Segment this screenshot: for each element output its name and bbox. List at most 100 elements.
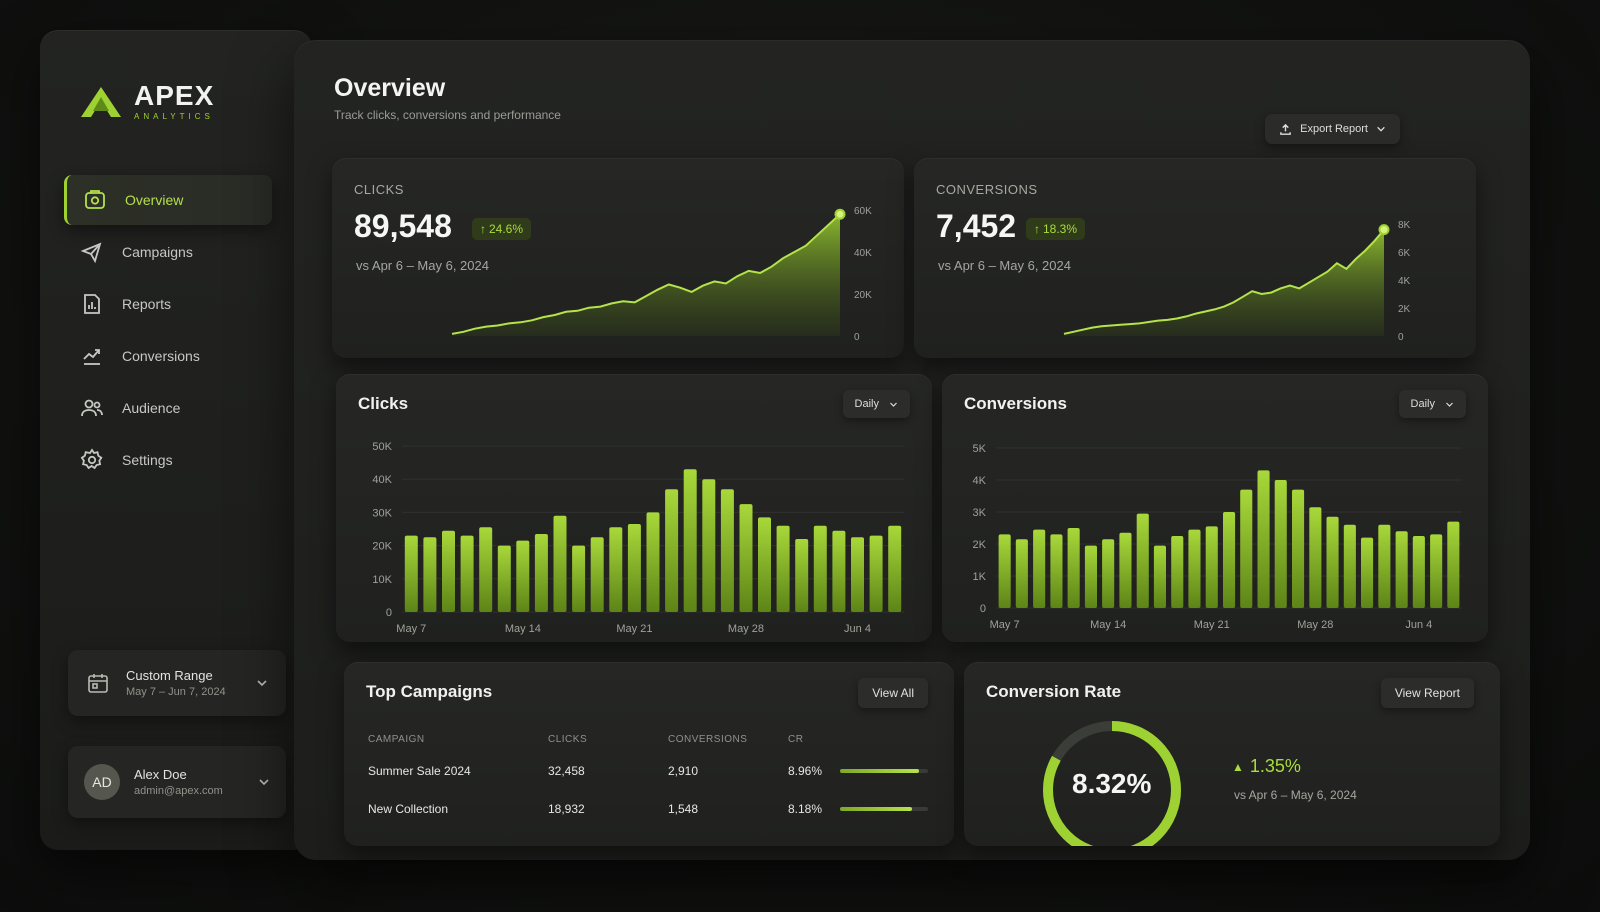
bar[interactable]	[627, 524, 641, 612]
data-point-last[interactable]	[1378, 224, 1390, 236]
bar[interactable]	[1395, 531, 1408, 608]
y-tick-label: 0	[386, 607, 392, 619]
bar[interactable]	[813, 525, 827, 612]
sidebar-item-overview[interactable]: Overview	[64, 175, 272, 225]
view-all-button[interactable]: View All	[858, 678, 928, 708]
conversions-icon	[83, 349, 100, 365]
bar[interactable]	[1102, 539, 1115, 608]
bar[interactable]	[590, 537, 604, 612]
range-dates: May 7 – Jun 7, 2024	[126, 686, 226, 698]
brand-logo[interactable]: APEX ANALYTICS	[80, 82, 214, 121]
campaign-clicks: 32,458	[548, 764, 585, 778]
bar[interactable]	[423, 537, 437, 612]
bar[interactable]	[1274, 480, 1287, 608]
bar[interactable]	[1430, 534, 1443, 608]
bar[interactable]	[665, 489, 679, 612]
bar[interactable]	[572, 545, 586, 612]
kpi-label: CLICKS	[354, 182, 404, 197]
bar[interactable]	[1119, 532, 1132, 608]
column-header-clicks[interactable]: CLICKS	[548, 733, 588, 745]
bar[interactable]	[1015, 539, 1028, 608]
bar[interactable]	[1153, 545, 1166, 608]
x-tick-label: May 7	[396, 623, 426, 635]
bar[interactable]	[1378, 524, 1391, 608]
bar[interactable]	[497, 545, 511, 612]
bar[interactable]	[646, 512, 660, 612]
bar[interactable]	[553, 515, 567, 612]
export-report-button[interactable]: Export Report	[1265, 114, 1400, 144]
table-row[interactable]: Summer Sale 2024 32,458 2,910 8.96%	[368, 752, 928, 790]
column-header-cr[interactable]: CR	[788, 733, 804, 745]
range-title: Custom Range	[126, 668, 213, 683]
sidebar-item-campaigns[interactable]: Campaigns	[64, 227, 272, 277]
sidebar-item-conversions[interactable]: Conversions	[64, 331, 272, 381]
bar[interactable]	[776, 525, 790, 612]
bar[interactable]	[1084, 545, 1097, 608]
bar[interactable]	[1067, 528, 1080, 608]
chevron-down-icon	[1377, 126, 1385, 132]
view-report-button[interactable]: View Report	[1380, 678, 1474, 708]
bar[interactable]	[442, 530, 455, 612]
user-menu[interactable]: AD Alex Doe admin@apex.com	[68, 746, 286, 818]
bar[interactable]	[479, 527, 493, 612]
sidebar-item-reports[interactable]: Reports	[64, 279, 272, 329]
bar[interactable]	[1309, 507, 1322, 608]
bar[interactable]	[1343, 524, 1356, 608]
sidebar-item-label: Reports	[122, 296, 172, 312]
bar[interactable]	[1188, 529, 1201, 608]
bar[interactable]	[739, 504, 753, 612]
bar[interactable]	[1240, 489, 1253, 608]
bar[interactable]	[869, 535, 883, 612]
period-select[interactable]: Daily	[1398, 390, 1466, 418]
bar[interactable]	[888, 525, 902, 612]
y-tick-label: 4K	[973, 475, 987, 487]
column-header-conversions[interactable]: CONVERSIONS	[668, 733, 748, 745]
bar[interactable]	[998, 534, 1011, 608]
user-email: admin@apex.com	[134, 785, 223, 797]
bar[interactable]	[795, 539, 809, 612]
data-point-last[interactable]	[834, 208, 846, 220]
bar[interactable]	[1412, 536, 1425, 608]
sidebar-item-settings[interactable]: Settings	[64, 435, 272, 485]
apex-logo-icon	[81, 86, 121, 117]
bar[interactable]	[851, 537, 864, 612]
campaign-name: New Collection	[368, 802, 449, 816]
bar[interactable]	[1257, 470, 1270, 608]
table-header: CAMPAIGN CLICKS CONVERSIONS CR	[368, 726, 928, 752]
bar[interactable]	[534, 534, 548, 612]
bar[interactable]	[1171, 536, 1184, 608]
bar[interactable]	[1033, 529, 1046, 608]
bar[interactable]	[1326, 516, 1339, 608]
rate-delta: ▲ 1.35%	[1232, 756, 1301, 777]
bar[interactable]	[404, 535, 418, 612]
bar[interactable]	[460, 535, 474, 612]
campaign-conversions: 1,548	[668, 802, 699, 816]
bar[interactable]	[1205, 526, 1218, 608]
y-tick-label: 10K	[372, 574, 392, 586]
bar[interactable]	[758, 517, 771, 612]
bar[interactable]	[720, 489, 734, 612]
table-row[interactable]: New Collection 18,932 1,548 8.18%	[368, 790, 928, 828]
y-tick-label: 20K	[854, 290, 872, 301]
bar[interactable]	[1050, 534, 1063, 608]
bar[interactable]	[702, 479, 716, 612]
sidebar-item-audience[interactable]: Audience	[64, 383, 272, 433]
bar[interactable]	[1136, 513, 1149, 608]
y-tick-label: 20K	[372, 541, 392, 553]
bar[interactable]	[832, 530, 846, 612]
bar[interactable]	[609, 527, 623, 612]
bar[interactable]	[1292, 489, 1305, 608]
x-tick-label: May 14	[1090, 619, 1126, 631]
y-tick-label: 30K	[372, 507, 392, 519]
date-range-picker[interactable]: Custom Range May 7 – Jun 7, 2024	[68, 650, 286, 716]
y-tick-label: 4K	[1398, 276, 1411, 287]
clicks-sparkline-chart: 0 20K 40K 60K	[451, 206, 872, 343]
period-select[interactable]: Daily	[842, 390, 910, 418]
bar[interactable]	[516, 540, 530, 612]
bar[interactable]	[1447, 521, 1460, 608]
bar[interactable]	[1223, 512, 1236, 608]
bar[interactable]	[1361, 537, 1374, 608]
bar[interactable]	[683, 469, 697, 612]
column-header-campaign[interactable]: CAMPAIGN	[368, 733, 425, 745]
y-tick-label: 5K	[973, 443, 987, 455]
